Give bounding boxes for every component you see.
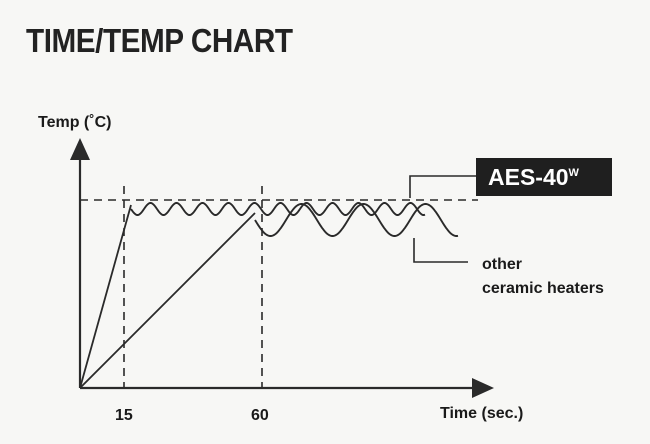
- x-axis-label: Time (sec.): [440, 405, 523, 422]
- x-tick-label: 15: [115, 407, 133, 424]
- series-other-ramp: [79, 212, 256, 389]
- x-axis-arrow: [472, 378, 494, 398]
- series-aes40-ramp: [79, 204, 132, 389]
- aes40-leader-line: [409, 175, 486, 198]
- other-leader-line: [413, 238, 468, 263]
- y-axis-arrow: [70, 138, 90, 160]
- chart-title: TIME/TEMP CHART: [26, 22, 293, 59]
- series-label-other-line1: other: [482, 256, 522, 273]
- series-label-aes40: AES-40W: [488, 164, 580, 190]
- series-label-aes40-main: AES-40: [488, 164, 569, 190]
- x-tick-label: 60: [251, 407, 269, 424]
- series-label-aes40-sup: W: [569, 167, 580, 179]
- series-aes40-wave: [130, 202, 426, 216]
- aes40-label-box: [476, 158, 612, 196]
- series-other-wave: [254, 203, 459, 237]
- series-label-other-line2: ceramic heaters: [482, 280, 604, 297]
- y-axis-label: Temp (˚C): [38, 114, 111, 131]
